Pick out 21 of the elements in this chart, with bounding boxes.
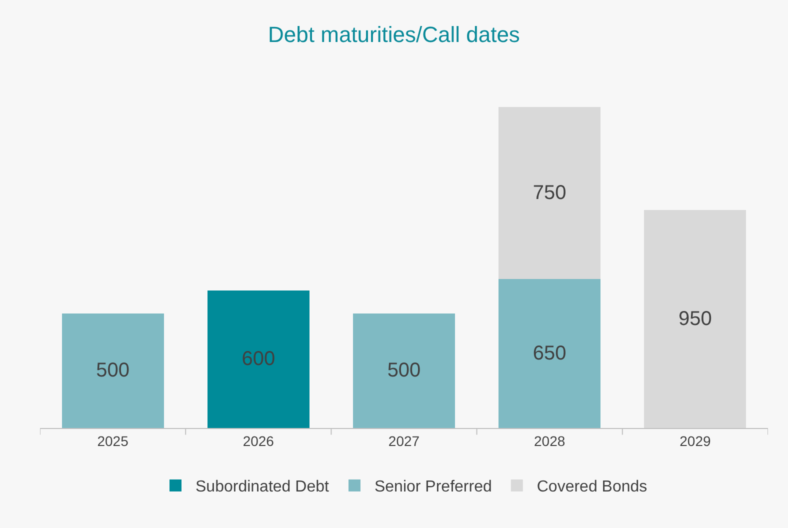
legend-label: Subordinated Debt xyxy=(196,478,330,496)
chart-title: Debt maturities/Call dates xyxy=(268,22,520,47)
data-label: 500 xyxy=(96,360,130,382)
data-label: 950 xyxy=(678,308,712,330)
bar xyxy=(207,290,310,428)
bar xyxy=(644,210,746,428)
x-tick-label: 2025 xyxy=(97,432,129,449)
bar xyxy=(62,313,164,428)
x-tick-label: 2027 xyxy=(388,432,420,449)
data-label: 750 xyxy=(532,182,566,204)
bar xyxy=(498,278,601,428)
legend-label: Covered Bonds xyxy=(536,478,648,496)
x-tick-label: 2026 xyxy=(242,432,274,449)
legend-label: Senior Preferred xyxy=(374,478,492,496)
x-tick-label: 2028 xyxy=(534,432,566,449)
bar xyxy=(353,313,455,428)
x-tick-label: 2029 xyxy=(680,432,711,449)
data-label: 600 xyxy=(242,348,276,370)
bar xyxy=(498,106,601,279)
data-label: 650 xyxy=(532,342,566,364)
data-label: 500 xyxy=(387,360,421,382)
